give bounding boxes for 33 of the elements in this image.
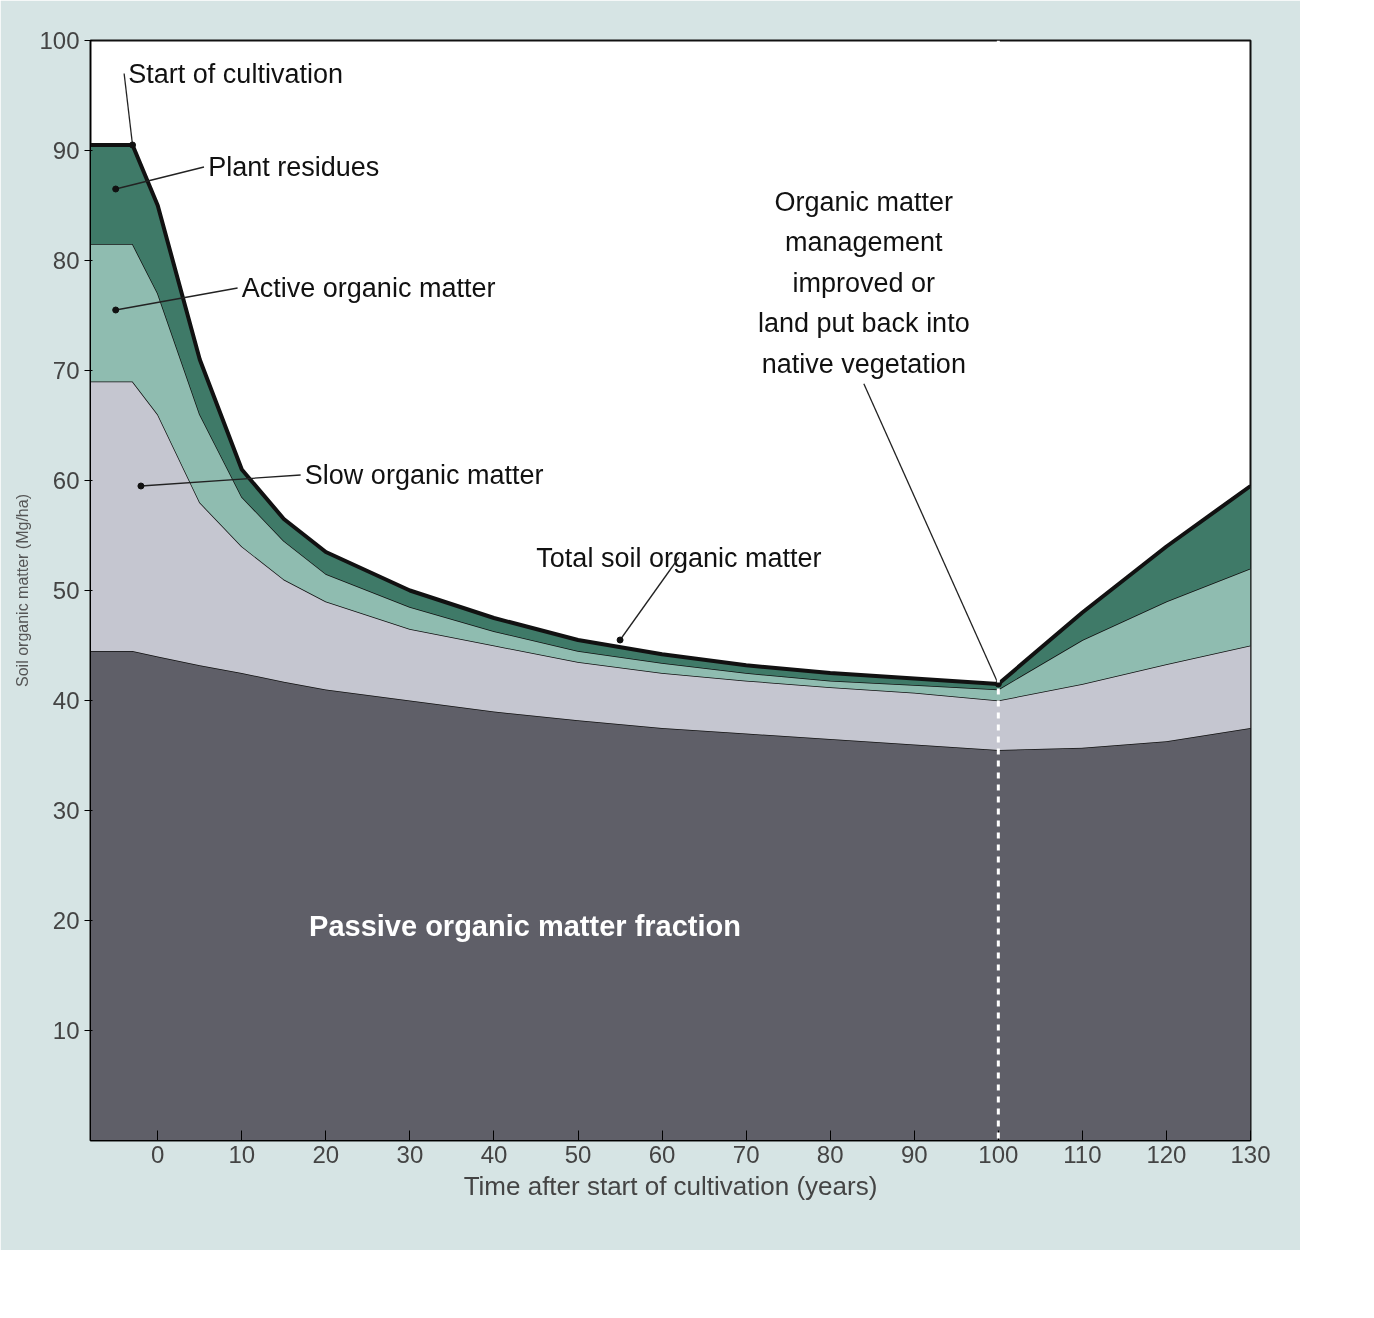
- x-tick-label: 50: [564, 1140, 592, 1168]
- x-tick-label: 0: [151, 1140, 165, 1168]
- annotation: Plant residues: [208, 152, 380, 182]
- x-tick-label: 20: [312, 1140, 340, 1168]
- y-tick-label: 40: [52, 687, 80, 714]
- annotation: Passive organic matter fraction: [309, 910, 741, 942]
- annotation: Organic matter management improved or land put back into native vegetation: [758, 186, 970, 379]
- annotation: Slow organic matter: [304, 460, 544, 490]
- x-tick-label: 70: [732, 1140, 760, 1168]
- y-tick-label: 80: [52, 247, 80, 274]
- x-tick-label: 120: [1146, 1140, 1187, 1168]
- y-tick-label: 90: [52, 137, 80, 164]
- y-tick-label: 70: [52, 357, 80, 384]
- x-tick-label: 110: [1063, 1140, 1102, 1168]
- annotation: Total soil organic matter: [536, 542, 822, 573]
- x-tick-label: 30: [396, 1140, 424, 1168]
- y-tick-label: 50: [52, 577, 80, 604]
- y-tick-label: 60: [52, 467, 80, 494]
- x-tick-label: 90: [900, 1140, 928, 1168]
- x-tick-label: 100: [978, 1140, 1019, 1168]
- annotation: Active organic matter: [241, 273, 496, 303]
- x-tick-label: 60: [648, 1140, 676, 1168]
- x-axis-title: Time after start of cultivation (years): [463, 1170, 878, 1201]
- annotation: Start of cultivation: [128, 58, 343, 89]
- x-tick-label: 40: [480, 1140, 508, 1168]
- y-tick-label: 10: [52, 1017, 80, 1044]
- y-tick-label: 20: [52, 907, 80, 934]
- x-tick-label: 130: [1230, 1140, 1271, 1168]
- x-tick-label: 80: [816, 1140, 844, 1168]
- x-tick-label: 10: [228, 1140, 256, 1168]
- y-tick-label: 100: [39, 27, 80, 54]
- y-tick-label: 30: [52, 797, 80, 824]
- y-axis-title: Soil organic matter (Mg/ha): [14, 494, 32, 687]
